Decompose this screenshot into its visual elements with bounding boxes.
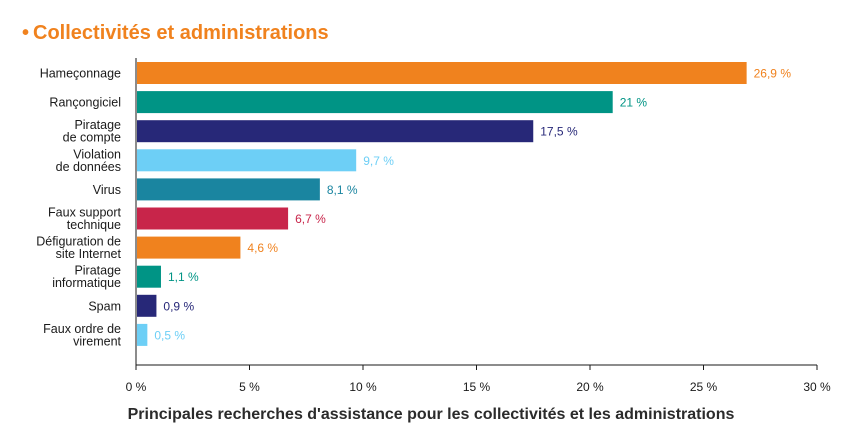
bar [137, 207, 289, 230]
data-label: 17,5 % [540, 125, 578, 139]
bar [137, 236, 241, 259]
category-label-line: Violation [73, 147, 121, 161]
category-label: Spam [88, 299, 121, 313]
x-tick-label: 5 % [239, 380, 260, 394]
bar [137, 149, 357, 172]
category-label: Piratage de compte [63, 118, 121, 145]
category-label: Violation de données [56, 147, 121, 174]
category-label-line: Défiguration de [36, 235, 121, 249]
bar [137, 62, 747, 84]
data-label: 0,5 % [154, 328, 185, 342]
category-label-line: Faux ordre de [43, 322, 121, 336]
data-label: 4,6 % [247, 241, 278, 255]
category-label-line: Faux support [48, 206, 121, 220]
data-label: 21 % [620, 96, 648, 110]
data-label: 26,9 % [754, 67, 792, 81]
data-label: 9,7 % [363, 154, 394, 168]
x-tick-label: 30 % [803, 380, 831, 394]
category-label-line: de données [56, 160, 121, 174]
bar [137, 178, 320, 201]
title-bullet: • [22, 22, 30, 44]
bar [137, 91, 613, 114]
category-label: Rançongiciel [49, 96, 121, 110]
x-tick-label: 0 % [126, 380, 147, 394]
bar [137, 294, 157, 317]
category-label: Faux ordre de virement [43, 322, 121, 349]
category-label-line: informatique [52, 276, 121, 290]
bar [137, 323, 148, 346]
category-label: Hameçonnage [40, 67, 121, 81]
data-label: 6,7 % [295, 212, 326, 226]
category-label-line: virement [73, 334, 121, 348]
bar [137, 120, 534, 143]
x-tick-label: 15 % [463, 380, 491, 394]
x-tick-label: 25 % [690, 380, 718, 394]
category-label: Défiguration de site Internet [36, 235, 121, 262]
x-tick-label: 10 % [349, 380, 377, 394]
category-label-line: technique [67, 218, 121, 232]
category-label: Virus [93, 183, 121, 197]
x-tick-label: 20 % [576, 380, 604, 394]
chart-caption: Principales recherches d'assistance pour… [127, 406, 735, 423]
category-label: Piratage informatique [52, 264, 121, 291]
category-label-line: Piratage [74, 118, 121, 132]
category-label-line: site Internet [56, 247, 122, 261]
data-label: 0,9 % [163, 299, 194, 313]
category-label-line: de compte [63, 131, 121, 145]
data-label: 1,1 % [168, 270, 199, 284]
category-label-line: Piratage [74, 264, 121, 278]
chart-title: • Collectivités et administrations [22, 22, 329, 45]
bar-chart: 0 % 5 % 10 % 15 % 20 % 25 % 30 % 26,9 % Hameçonn… [36, 58, 831, 394]
data-label: 8,1 % [327, 183, 358, 197]
bar [137, 265, 161, 288]
category-label: Faux support technique [48, 206, 121, 233]
chart-title-text: Collectivités et administrations [33, 22, 329, 44]
